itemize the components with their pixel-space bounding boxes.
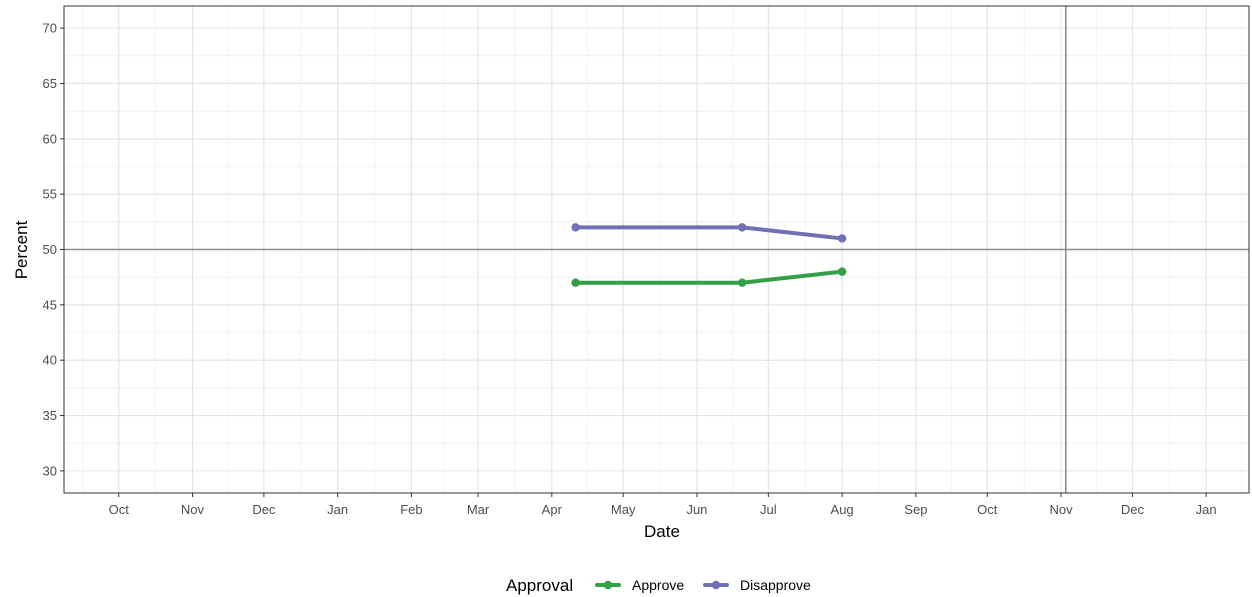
reference-lines bbox=[64, 6, 1249, 493]
x-tick-label: May bbox=[611, 502, 636, 517]
x-tick-label: Aug bbox=[831, 502, 854, 517]
y-tick-label: 70 bbox=[43, 21, 57, 36]
data-point-disapprove bbox=[837, 234, 847, 243]
x-tick-label: Nov bbox=[1049, 502, 1073, 517]
x-axis-title: Date bbox=[644, 522, 680, 541]
y-tick-label: 30 bbox=[43, 463, 57, 478]
y-tick-label: 55 bbox=[43, 187, 57, 202]
x-tick-label: Jul bbox=[760, 502, 777, 517]
y-tick-label: 50 bbox=[43, 242, 57, 257]
legend-label-approve: Approve bbox=[632, 577, 684, 593]
x-tick-label: Nov bbox=[181, 502, 205, 517]
y-tick-label: 35 bbox=[43, 408, 57, 423]
y-tick-label: 60 bbox=[43, 131, 57, 146]
x-tick-label: Oct bbox=[109, 502, 130, 517]
x-tick-label: Jan bbox=[327, 502, 348, 517]
data-point-disapprove bbox=[571, 223, 580, 232]
y-tick-label: 45 bbox=[43, 297, 57, 312]
y-axis: 30 35 40 45 50 55 60 65 70 bbox=[43, 21, 64, 478]
x-tick-label: Jan bbox=[1196, 502, 1217, 517]
x-tick-label: Dec bbox=[1121, 502, 1145, 517]
legend-key-point-disapprove bbox=[711, 580, 721, 590]
legend-title: Approval bbox=[506, 576, 573, 595]
x-tick-label: Mar bbox=[467, 502, 490, 517]
x-tick-label: Dec bbox=[252, 502, 276, 517]
y-axis-title: Percent bbox=[12, 220, 31, 279]
x-tick-label: Apr bbox=[542, 502, 563, 517]
x-axis: Oct Nov Dec Jan Feb Mar Apr May Jun Jul Aug Sep Oct N… bbox=[109, 493, 1217, 517]
series-layer bbox=[571, 223, 847, 287]
legend-key-point-approve bbox=[603, 580, 613, 590]
legend: Approval Approve Disapprove bbox=[506, 576, 811, 595]
data-point-approve bbox=[837, 267, 847, 276]
x-tick-label: Jun bbox=[686, 502, 707, 517]
data-point-disapprove bbox=[737, 223, 747, 232]
data-point-approve bbox=[571, 278, 580, 287]
data-point-approve bbox=[737, 278, 747, 287]
legend-label-disapprove: Disapprove bbox=[740, 577, 811, 593]
x-tick-label: Sep bbox=[904, 502, 927, 517]
x-tick-label: Feb bbox=[400, 502, 422, 517]
x-tick-label: Oct bbox=[977, 502, 998, 517]
y-tick-label: 40 bbox=[43, 353, 57, 368]
y-tick-label: 65 bbox=[43, 76, 57, 91]
